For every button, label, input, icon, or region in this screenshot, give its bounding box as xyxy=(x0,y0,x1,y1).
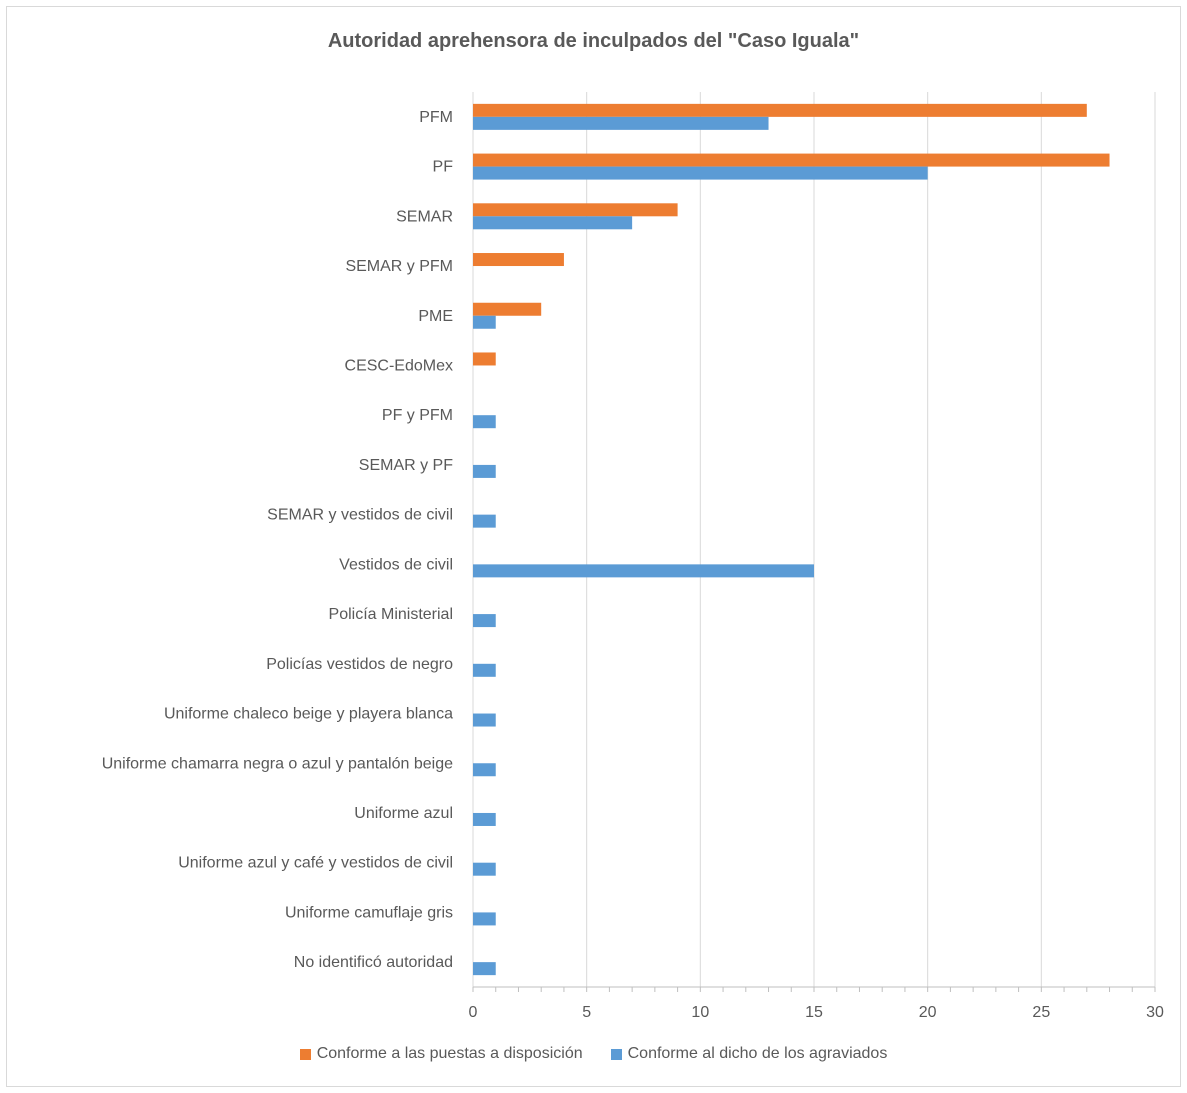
category-label-9: Vestidos de civil xyxy=(339,556,453,573)
category-label-13: Uniforme chamarra negra o azul y pantaló… xyxy=(102,755,453,772)
category-label-7: SEMAR y PF xyxy=(359,457,453,474)
bar-agraviados-2 xyxy=(473,216,633,230)
legend-swatch-orange xyxy=(299,1048,311,1060)
bar-agraviados-10 xyxy=(473,614,496,628)
bar-agraviados-16 xyxy=(473,912,496,926)
legend-item-blue: Conforme al dicho de los agraviados xyxy=(610,1045,888,1063)
category-label-16: Uniforme camuflaje gris xyxy=(285,904,453,921)
bar-agraviados-4 xyxy=(473,315,496,329)
x-tick-label-4: 20 xyxy=(919,1004,937,1021)
category-label-5: CESC-EdoMex xyxy=(345,357,453,374)
bar-chart: 0 5 10 15 20 25 30 PFM PF SEMAR SEMAR y PFM PME CESC… xyxy=(102,92,1164,1021)
bar-puestas-1 xyxy=(473,153,1110,167)
bar-puestas-2 xyxy=(473,203,678,217)
x-tick-label-1: 5 xyxy=(582,1004,591,1021)
x-tick-label-3: 15 xyxy=(805,1004,823,1021)
category-label-11: Policías vestidos de negro xyxy=(266,656,453,673)
legend-label-puestas: Conforme a las puestas a disposición xyxy=(316,1045,583,1062)
bar-puestas-0 xyxy=(473,103,1087,117)
category-label-1: PF xyxy=(433,159,454,176)
bar-agraviados-17 xyxy=(473,962,496,976)
legend: Conforme a las puestas a disposición Con… xyxy=(0,1045,1187,1063)
bar-agraviados-1 xyxy=(473,166,928,180)
x-tick-label-6: 30 xyxy=(1146,1004,1164,1021)
bar-agraviados-15 xyxy=(473,862,496,876)
chart-title: Autoridad aprehensora de inculpados del … xyxy=(327,30,860,52)
legend-swatch-blue xyxy=(610,1048,622,1060)
legend-label-agraviados: Conforme al dicho de los agraviados xyxy=(627,1045,888,1062)
category-label-8: SEMAR y vestidos de civil xyxy=(267,507,453,524)
category-label-12: Uniforme chaleco beige y playera blanca xyxy=(164,706,453,723)
bar-agraviados-8 xyxy=(473,514,496,528)
bar-agraviados-9 xyxy=(473,564,814,578)
chart-frame xyxy=(6,6,1181,1087)
bar-agraviados-11 xyxy=(473,663,496,677)
bar-puestas-4 xyxy=(473,302,542,316)
category-label-14: Uniforme azul xyxy=(354,805,453,822)
bar-agraviados-14 xyxy=(473,812,496,826)
bar-agraviados-0 xyxy=(473,116,769,130)
bar-puestas-3 xyxy=(473,253,564,267)
x-tick-label-2: 10 xyxy=(691,1004,709,1021)
category-label-0: PFM xyxy=(419,109,453,126)
bar-agraviados-6 xyxy=(473,415,496,429)
category-label-2: SEMAR xyxy=(396,208,453,225)
category-label-17: No identificó autoridad xyxy=(294,954,453,971)
category-label-6: PF y PFM xyxy=(382,407,453,424)
category-label-3: SEMAR y PFM xyxy=(345,258,453,275)
x-tick-label-5: 25 xyxy=(1032,1004,1050,1021)
bar-agraviados-7 xyxy=(473,464,496,478)
category-label-15: Uniforme azul y café y vestidos de civil xyxy=(178,855,453,872)
bar-agraviados-13 xyxy=(473,763,496,777)
category-label-10: Policía Ministerial xyxy=(329,606,453,623)
legend-item-orange: Conforme a las puestas a disposición xyxy=(299,1045,583,1063)
bar-agraviados-12 xyxy=(473,713,496,727)
bar-puestas-5 xyxy=(473,352,496,366)
category-label-4: PME xyxy=(418,308,453,325)
x-tick-label-0: 0 xyxy=(469,1004,478,1021)
